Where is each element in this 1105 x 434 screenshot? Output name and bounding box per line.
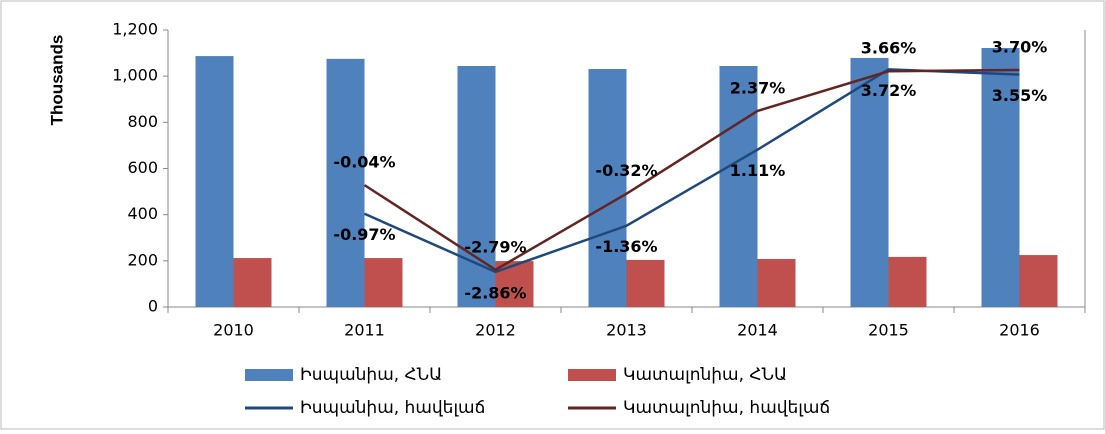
bar (719, 66, 758, 307)
data-label: 3.70% (992, 38, 1048, 57)
bar (626, 259, 665, 307)
y-tick-label: 400 (127, 204, 158, 223)
data-label: 1.11% (730, 161, 786, 180)
y-tick-label: 1,200 (112, 20, 158, 39)
y-tick-label: 800 (127, 112, 158, 131)
legend-label: Կատալոնիա, հավելաճ (623, 398, 830, 418)
data-label: -0.04% (333, 153, 395, 172)
data-label: 2.37% (730, 78, 786, 97)
bar (981, 48, 1020, 307)
x-tick-label: 2014 (737, 321, 778, 340)
bar (1019, 255, 1058, 307)
bar (195, 56, 234, 307)
data-label: -2.86% (464, 283, 526, 302)
x-tick-label: 2015 (868, 321, 909, 340)
data-label: 3.55% (992, 86, 1048, 105)
data-label: -0.97% (333, 225, 395, 244)
legend-label: Կատալոնիա, ՀՆԱ (623, 365, 787, 385)
y-tick-label: 600 (127, 158, 158, 177)
x-tick-label: 2016 (999, 321, 1040, 340)
data-label: 3.66% (861, 39, 917, 58)
line (363, 68, 1020, 272)
bar (233, 258, 272, 307)
data-label: -1.36% (595, 237, 657, 256)
data-label: 3.72% (861, 81, 917, 100)
x-tick-label: 2011 (344, 321, 385, 340)
legend-swatch (245, 369, 293, 381)
bar (326, 58, 365, 307)
data-label: -0.32% (595, 161, 657, 180)
x-tick-label: 2012 (475, 321, 516, 340)
bar (757, 258, 796, 307)
y-tick-label: 200 (127, 250, 158, 269)
y-axis-label: Thousands (47, 35, 66, 126)
legend-swatch (568, 369, 616, 381)
bar (888, 256, 927, 307)
bar (457, 66, 496, 307)
legend-label: Իսպանիա, ՀՆԱ (300, 365, 442, 385)
bar (850, 57, 889, 307)
y-tick-label: 1,000 (112, 66, 158, 85)
x-tick-label: 2010 (213, 321, 254, 340)
bar (364, 258, 403, 307)
y-tick-label: 0 (148, 297, 158, 316)
x-tick-label: 2013 (606, 321, 647, 340)
data-label: -2.79% (464, 237, 526, 256)
legend-label: Իսպանիա, հավելաճ (300, 398, 485, 418)
bar (588, 69, 627, 307)
